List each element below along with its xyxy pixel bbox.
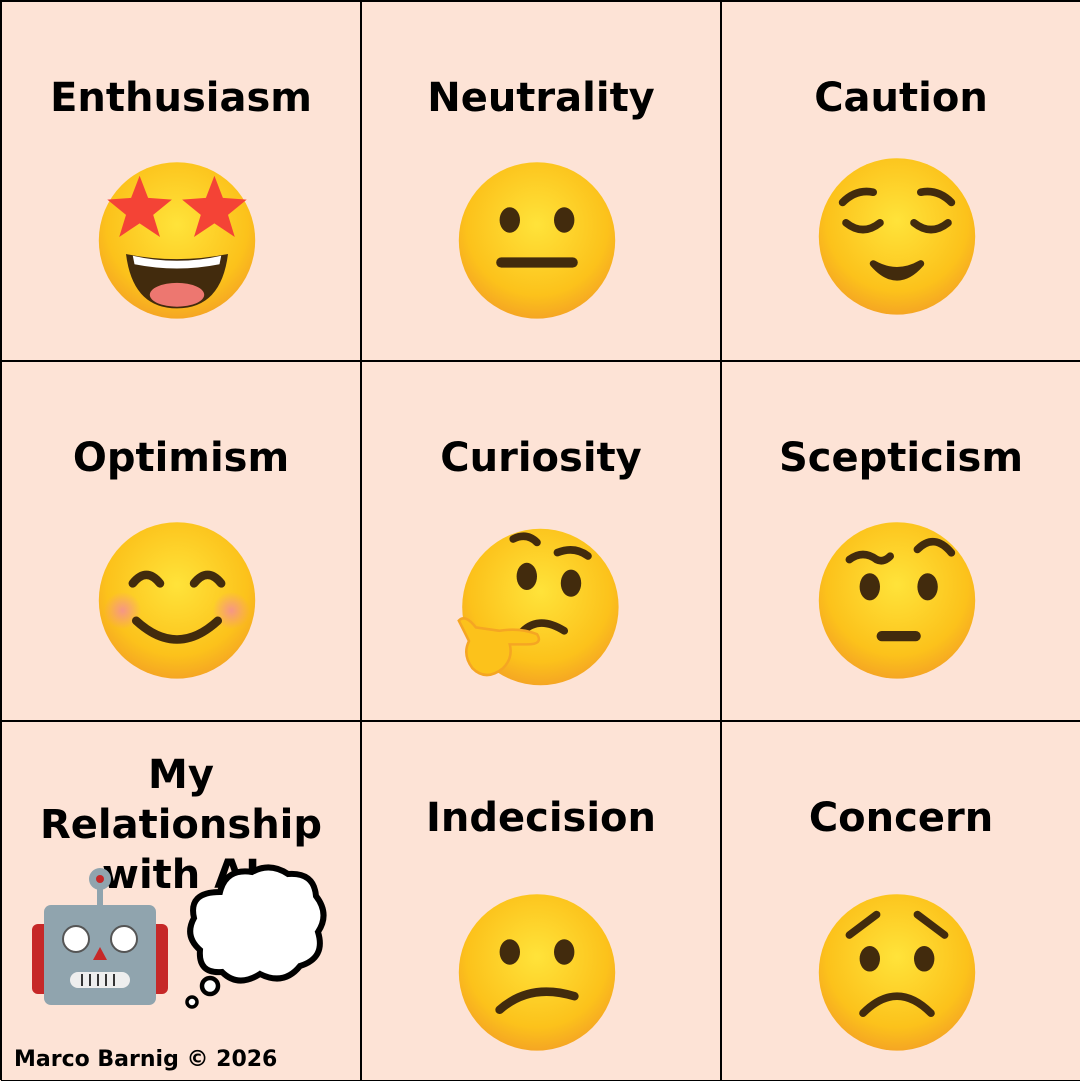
cell-title: Enthusiasm [50, 75, 312, 121]
cell-indecision: Indecision [361, 721, 721, 1081]
cell-title: Caution [814, 75, 988, 121]
neutral-face-icon [458, 162, 616, 319]
cell-scepticism: Scepticism [721, 361, 1080, 721]
cell-relationship-with-ai: My Relationship with AI Marco Barnig © 2… [1, 721, 361, 1081]
cell-enthusiasm: Enthusiasm [1, 1, 361, 361]
thought-bubble-icon [185, 864, 327, 1009]
worried-face-icon [818, 894, 976, 1051]
credit-text: Marco Barnig © 2026 [14, 1047, 278, 1072]
cell-optimism: Optimism [1, 361, 361, 721]
cell-title: Indecision [425, 795, 657, 841]
raised-eyebrow-face-icon [818, 522, 976, 679]
cell-title: Neutrality [427, 75, 655, 121]
cell-concern: Concern [721, 721, 1080, 1081]
robot-icon [32, 868, 168, 1005]
cell-title: Curiosity [440, 435, 642, 481]
cell-curiosity: Curiosity [361, 361, 721, 721]
relieved-face-icon [818, 158, 976, 315]
cell-title: Concern [808, 795, 994, 841]
thinking-face-icon [457, 528, 619, 686]
star-struck-face-icon [98, 162, 256, 319]
cell-neutrality: Neutrality [361, 1, 721, 361]
cell-caution: Caution [721, 1, 1080, 361]
smiling-face-icon [98, 522, 256, 679]
confused-face-icon [458, 894, 616, 1051]
cell-title: Optimism [72, 435, 290, 481]
cell-title: Scepticism [778, 435, 1024, 481]
